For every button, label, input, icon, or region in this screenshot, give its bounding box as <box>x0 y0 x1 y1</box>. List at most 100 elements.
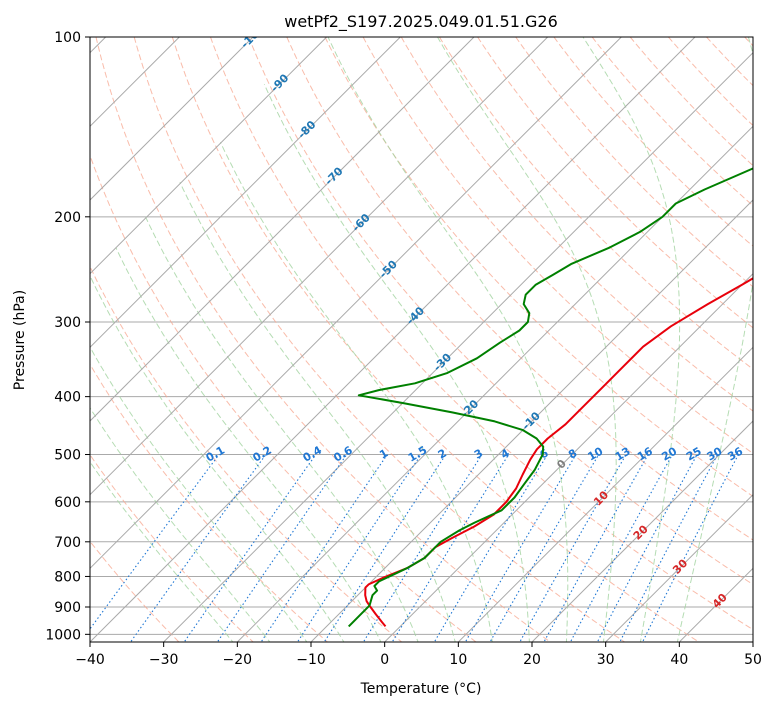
y-axis: 100 200 300 400 500 600 700 800 900 1000 <box>45 30 90 643</box>
moist-adiabat-line <box>437 37 617 642</box>
y-tick-label: 500 <box>54 448 81 464</box>
dry-adiabat-line <box>553 37 753 247</box>
mixing-ratio-line <box>543 454 649 642</box>
dry-adiabat-line <box>400 37 753 412</box>
mixing-ratio-label: 20 <box>659 444 679 463</box>
mixing-ratio-line <box>129 454 267 642</box>
isotherm-label: -10 <box>520 409 543 432</box>
y-tick-label: 100 <box>54 30 81 46</box>
moist-adiabat-line <box>219 141 493 642</box>
isotherm-line <box>90 37 696 642</box>
x-tick-label: −30 <box>149 652 179 668</box>
isotherm-line <box>457 346 753 642</box>
isotherm-line <box>384 272 753 642</box>
mixing-ratio-line <box>641 454 739 642</box>
moist-adiabat-line <box>179 181 456 642</box>
dry-adiabat-line <box>629 37 753 167</box>
mixing-ratio-line <box>90 454 220 630</box>
y-tick-label: 900 <box>54 600 81 616</box>
mixing-ratio-line <box>362 454 483 642</box>
moist-adiabat-line <box>115 247 382 642</box>
isotherm-line <box>90 37 328 275</box>
background-lines <box>90 37 753 642</box>
dry-adiabat-line <box>248 37 753 586</box>
y-tick-label: 1000 <box>45 627 81 643</box>
mixing-ratio-label: 1.5 <box>406 444 429 465</box>
dry-adiabat-line <box>668 37 753 127</box>
mixing-ratio-label: 0.6 <box>331 443 355 464</box>
mixing-ratio-label: 16 <box>635 444 655 463</box>
temperature-profile-line <box>364 277 753 628</box>
mixing-ratio-line <box>596 454 698 642</box>
dry-adiabat-line <box>171 37 700 642</box>
dry-adiabat-line <box>133 37 625 642</box>
mixing-ratio-line <box>323 454 447 642</box>
dry-adiabat-line <box>324 37 753 497</box>
dry-adiabat-line <box>362 37 753 455</box>
dry-adiabat-line <box>210 37 753 631</box>
isotherm-line <box>90 37 549 496</box>
moist-adiabat-line <box>145 216 419 642</box>
mixing-ratio-line <box>519 454 627 642</box>
dry-adiabat-line <box>90 265 403 642</box>
dry-adiabat-line <box>477 37 753 329</box>
dry-adiabat-line <box>438 37 753 370</box>
y-tick-label: 800 <box>54 569 81 585</box>
dry-adiabat-line <box>515 37 753 288</box>
isotherm-label: -90 <box>268 71 291 94</box>
mixing-ratio-label: 36 <box>725 444 745 463</box>
y-tick-label: 200 <box>54 210 81 226</box>
x-axis: −40 −30 −20 −10 0 10 20 30 40 50 <box>75 642 762 668</box>
y-tick-label: 400 <box>54 390 81 406</box>
dry-adiabat-line <box>90 153 477 642</box>
dry-adiabat-line <box>286 37 753 541</box>
moist-adiabat-line <box>327 37 569 642</box>
x-tick-label: −40 <box>75 652 105 668</box>
dry-adiabat-line <box>591 37 753 207</box>
y-tick-label: 300 <box>54 315 81 331</box>
y-tick-label: 600 <box>54 495 81 511</box>
mixing-ratio-line <box>183 454 317 642</box>
dry-adiabat-line <box>706 37 753 87</box>
mixing-ratio-line <box>216 454 348 642</box>
x-tick-label: −10 <box>296 652 326 668</box>
mixing-ratio-label: 10 <box>586 444 606 463</box>
isotherm-line <box>752 641 753 642</box>
x-tick-label: −20 <box>223 652 253 668</box>
x-tick-label: 40 <box>670 652 688 668</box>
x-axis-label: Temperature (°C) <box>360 681 482 697</box>
dewpoint-profile-line <box>347 167 753 628</box>
x-tick-label: 50 <box>744 652 762 668</box>
isotherm-label: -60 <box>350 211 373 234</box>
dry-adiabat-line <box>744 37 753 47</box>
isotherm-line <box>90 37 475 422</box>
isotherm-label: 30 <box>670 556 690 576</box>
isotherm-label: 10 <box>591 488 611 508</box>
isotherm-line <box>90 37 622 570</box>
moist-adiabat-line <box>90 406 271 642</box>
dry-adiabat-line <box>90 363 328 642</box>
mixing-ratio-line <box>569 454 673 642</box>
isotherm-line <box>163 51 753 642</box>
mixing-ratio-line <box>296 454 422 642</box>
moist-adiabat-line <box>582 37 681 642</box>
dry-adiabat-line <box>95 37 551 642</box>
y-axis-label: Pressure (hPa) <box>12 290 28 390</box>
mixing-ratio-line <box>619 454 719 642</box>
mixing-ratio-label: 30 <box>705 444 725 463</box>
moist-adiabat-line <box>90 346 308 642</box>
x-tick-label: 0 <box>380 652 389 668</box>
isotherm-line <box>90 37 401 349</box>
isotherm-line <box>678 567 753 642</box>
mixing-ratio-label: 4 <box>499 446 512 461</box>
x-tick-label: 10 <box>449 652 467 668</box>
y-tick-label: 700 <box>54 535 81 551</box>
mixing-ratio-label: 0.4 <box>301 443 325 464</box>
chart-title: wetPf2_S197.2025.049.01.51.G26 <box>284 12 558 32</box>
moist-adiabat-line <box>90 461 234 642</box>
mixing-ratio-label: 25 <box>684 445 704 464</box>
plot-frame <box>89 36 754 643</box>
isotherm-line <box>605 493 753 642</box>
x-tick-label: 30 <box>597 652 615 668</box>
